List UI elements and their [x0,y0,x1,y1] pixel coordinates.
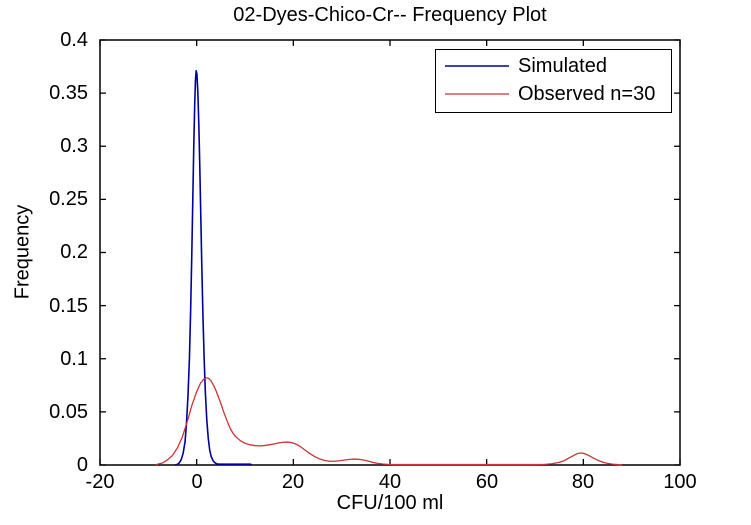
y-tick-label: 0.35 [49,82,88,104]
x-tick-label: 40 [378,471,402,493]
x-tick-label: 60 [475,471,499,493]
series-line-simulated [174,70,252,466]
legend-line-samples [445,65,509,95]
legend-box: Simulated Observed n=30 [435,49,672,113]
series-line-observed-n-30 [155,377,623,466]
legend-label-observed: Observed n=30 [518,83,656,105]
y-tick-label: 0.2 [60,241,88,263]
x-tick-label: 20 [281,471,305,493]
y-tick-label: 0.4 [60,29,88,51]
x-tick-label: 80 [571,471,595,493]
x-tick-label: 0 [191,471,203,493]
y-tick-label: 0.1 [60,348,88,370]
x-tick-label: 100 [663,471,697,493]
y-tick-label: 0 [76,454,88,476]
legend-label-simulated: Simulated [518,55,607,77]
y-tick-label: 0.05 [49,401,88,423]
y-tick-label: 0.15 [49,295,88,317]
x-axis-label: CFU/100 ml [336,492,444,514]
x-tick-label: -20 [85,471,115,493]
y-tick-label: 0.25 [49,188,88,210]
y-tick-label: 0.3 [60,135,88,157]
chart-title: 02-Dyes-Chico-Cr-- Frequency Plot [233,4,547,26]
